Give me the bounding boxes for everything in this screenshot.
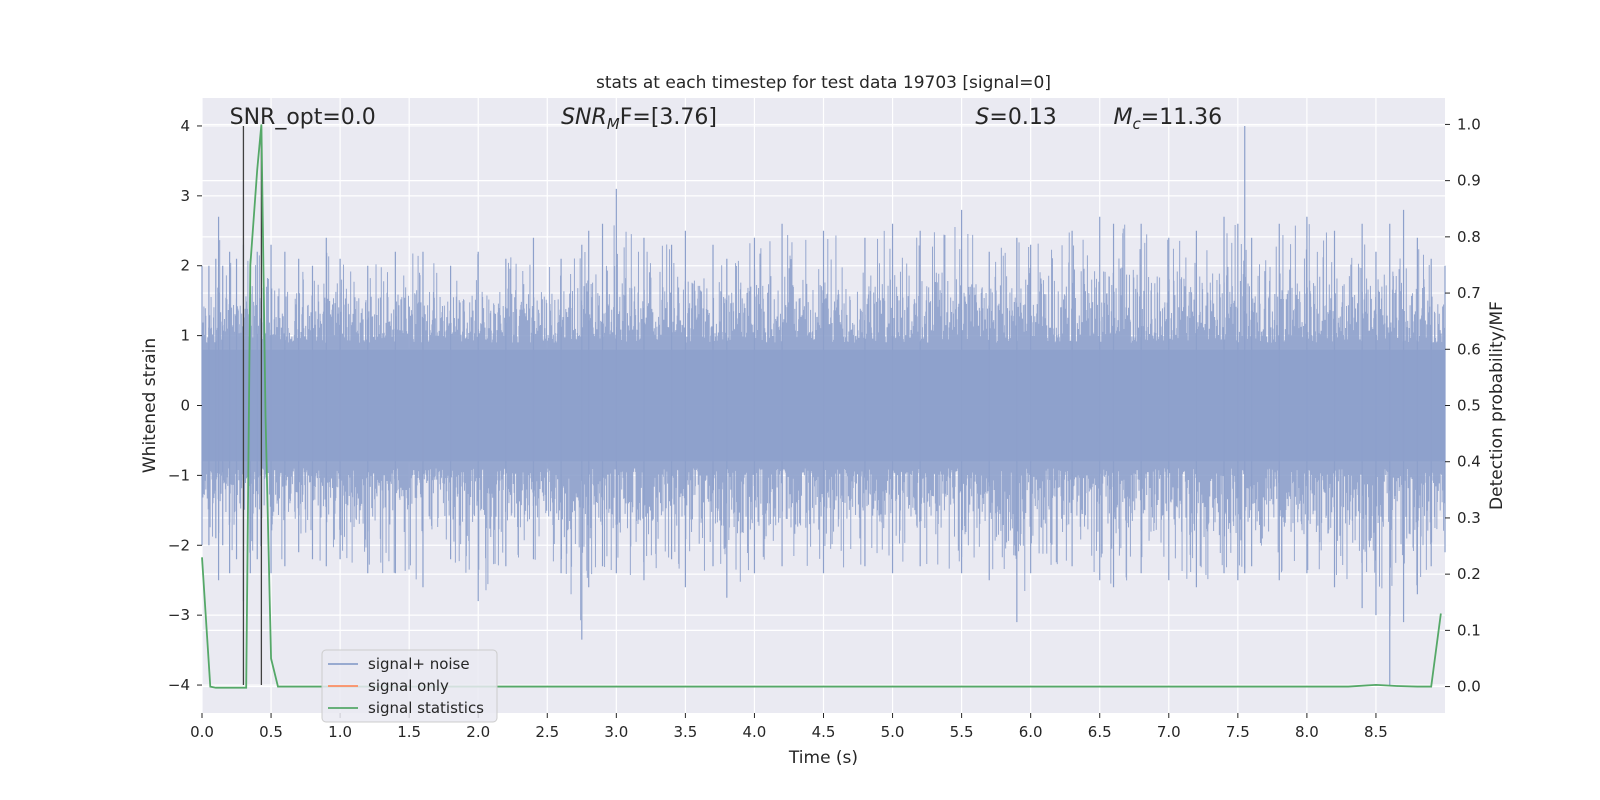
y2-tick-label: 0.8	[1457, 228, 1481, 246]
annotation-text: SNR_opt=0.0	[230, 105, 376, 130]
legend-entry: signal only	[368, 677, 449, 695]
annotation-subscript: M	[607, 115, 620, 133]
x-axis-label: Time (s)	[788, 748, 858, 768]
y2-tick-label: 0.2	[1457, 565, 1481, 583]
y-tick-label: −4	[168, 676, 190, 694]
x-tick-label: 0.5	[259, 723, 283, 741]
legend-box	[321, 649, 498, 723]
y-axis-label: Whitened strain	[140, 338, 160, 473]
x-tick-label: 4.0	[743, 723, 767, 741]
annotation-symbol: SNR	[561, 105, 607, 130]
annotation-symbol: S	[975, 105, 989, 130]
x-axis-ticks: 0.0 0.5 1.0 1.5 2.0 2.5 3.0 3.5 4.0 4.5 5.0 5.5 6.0 6…	[190, 713, 1388, 741]
x-tick-label: 0.0	[190, 723, 214, 741]
series-signal-noise	[201, 125, 1446, 686]
y2-tick-label: 1.0	[1457, 115, 1481, 133]
legend-entry: signal+ noise	[368, 655, 470, 673]
annotation-text: S=0.13	[975, 105, 1056, 130]
y-tick-label: −2	[168, 536, 190, 554]
annotation-value: F=[3.76]	[620, 105, 717, 130]
annotation-text: Mc=11.36	[1114, 105, 1223, 133]
annotation-subscript: c	[1133, 115, 1142, 133]
x-tick-label: 1.5	[397, 723, 421, 741]
x-tick-label: 6.0	[1019, 723, 1043, 741]
y2-axis-label: Detection probability/MF	[1487, 301, 1507, 510]
series-signal-statistics	[201, 124, 1442, 689]
y-axis-ticks: −4 −3 −2 −1 0 1 2 3 4	[168, 117, 202, 694]
annotation-value: =11.36	[1141, 105, 1222, 130]
x-tick-label: 4.5	[812, 723, 836, 741]
x-tick-label: 8.0	[1295, 723, 1319, 741]
x-tick-label: 3.0	[604, 723, 628, 741]
x-tick-label: 7.0	[1157, 723, 1181, 741]
x-tick-label: 1.0	[328, 723, 352, 741]
y2-tick-label: 0.7	[1457, 284, 1481, 302]
annotation-text: SNRMF=[3.76]	[561, 105, 717, 133]
y2-tick-label: 0.1	[1457, 621, 1481, 639]
annotation-value: =0.13	[989, 105, 1056, 130]
y2-tick-label: 0.0	[1457, 678, 1481, 696]
legend: signal+ noise signal only signal statistic…	[321, 649, 498, 723]
chart-title: stats at each timestep for test data 197…	[596, 73, 1051, 93]
signal-statistics-line	[201, 124, 1442, 689]
x-tick-label: 3.5	[673, 723, 697, 741]
y2-tick-label: 0.9	[1457, 172, 1481, 190]
x-tick-label: 5.0	[881, 723, 905, 741]
x-tick-label: 8.5	[1364, 723, 1388, 741]
y-tick-label: 0	[180, 397, 190, 415]
x-tick-label: 2.5	[535, 723, 559, 741]
y2-tick-label: 0.5	[1457, 397, 1481, 415]
annotation-symbol: M	[1114, 105, 1133, 130]
x-tick-label: 5.5	[950, 723, 974, 741]
y-tick-label: 3	[180, 187, 190, 205]
legend-entry: signal statistics	[368, 699, 484, 717]
y-tick-label: −3	[168, 606, 190, 624]
x-tick-label: 2.0	[466, 723, 490, 741]
x-tick-label: 6.5	[1088, 723, 1112, 741]
y2-tick-label: 0.4	[1457, 453, 1481, 471]
y2-tick-label: 0.3	[1457, 509, 1481, 527]
y2-axis-ticks: 0.0 0.1 0.2 0.3 0.4 0.5 0.6 0.7 0.8 0.9 1.0	[1445, 115, 1481, 696]
y2-tick-label: 0.6	[1457, 340, 1481, 358]
y-tick-label: 2	[180, 257, 190, 275]
y-tick-label: 4	[180, 117, 190, 135]
annotations: SNR_opt=0.0 SNRMF=[3.76] S=0.13 Mc=11.36	[230, 105, 1223, 133]
y-tick-label: 1	[180, 327, 190, 345]
marker-lines	[242, 125, 263, 686]
x-tick-label: 7.5	[1226, 723, 1250, 741]
y-tick-label: −1	[168, 466, 190, 484]
